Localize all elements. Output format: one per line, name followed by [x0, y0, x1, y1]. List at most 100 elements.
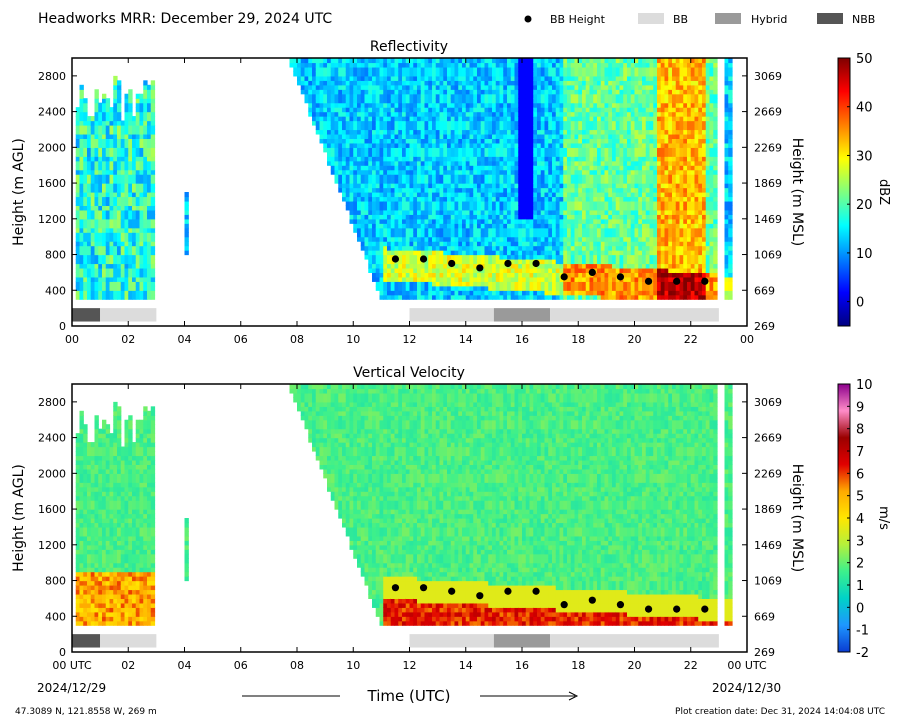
field-cell: [420, 58, 426, 64]
field-cell: [458, 250, 463, 256]
field-cell: [124, 111, 129, 117]
field-cell: [582, 294, 587, 300]
field-cell: [608, 227, 613, 233]
field-cell: [533, 241, 538, 247]
field-cell: [113, 272, 118, 278]
field-cell: [544, 205, 549, 211]
field-cell: [87, 276, 92, 282]
field-cell: [150, 111, 156, 117]
field-cell: [128, 151, 133, 157]
field-cell: [563, 116, 568, 122]
field-cell: [462, 214, 467, 220]
field-cell: [435, 196, 441, 202]
field-cell: [540, 102, 546, 108]
field-cell: [128, 129, 133, 135]
field-cell: [90, 200, 96, 206]
field-cell: [428, 66, 433, 72]
field-cell: [488, 169, 493, 175]
field-cell: [383, 133, 388, 139]
field-cell: [368, 183, 373, 189]
field-cell: [432, 138, 437, 144]
field-cell: [409, 196, 414, 202]
field-cell: [537, 151, 542, 157]
field-cell: [334, 89, 339, 95]
field-cell: [503, 169, 508, 175]
field-cell: [522, 58, 527, 64]
field-cell: [405, 254, 411, 260]
field-cell: [128, 227, 133, 233]
field-cell: [439, 223, 444, 229]
field-cell: [413, 102, 418, 108]
field-cell: [525, 183, 531, 189]
field-cell: [113, 192, 118, 198]
field-cell: [529, 250, 534, 256]
field-cell: [75, 107, 81, 113]
field-cell: [304, 98, 309, 104]
field-cell: [113, 125, 118, 131]
field-cell: [574, 147, 579, 153]
field-cell: [465, 156, 471, 162]
field-cell: [120, 151, 126, 157]
field-cell: [480, 290, 486, 296]
field-cell: [383, 267, 388, 273]
field-cell: [477, 151, 482, 157]
field-cell: [574, 209, 579, 215]
field-cell: [132, 267, 137, 273]
field-cell: [147, 281, 152, 287]
field-cell: [454, 259, 459, 265]
field-cell: [375, 151, 381, 157]
field-cell: [469, 156, 474, 162]
field-cell: [128, 116, 133, 122]
field-cell: [582, 84, 587, 90]
field-cell: [533, 254, 538, 260]
field-cell: [368, 200, 373, 206]
field-cell: [87, 196, 92, 202]
field-cell: [128, 138, 133, 144]
field-cell: [488, 214, 493, 220]
field-cell: [379, 285, 384, 291]
field-cell: [394, 192, 399, 198]
field-cell: [75, 129, 81, 135]
field-cell: [447, 125, 452, 131]
field-cell: [372, 151, 377, 157]
field-cell: [499, 245, 504, 251]
field-cell: [330, 151, 336, 157]
field-cell: [574, 165, 579, 171]
field-cell: [488, 259, 493, 265]
field-cell: [334, 111, 339, 117]
field-cell: [604, 58, 609, 64]
field-cell: [424, 62, 429, 68]
field-cell: [518, 254, 523, 260]
field-cell: [552, 290, 557, 296]
field-cell: [555, 196, 561, 202]
field-cell: [345, 165, 351, 171]
field-cell: [424, 169, 429, 175]
field-cell: [465, 80, 471, 86]
field-cell: [390, 263, 396, 269]
field-cell: [447, 290, 452, 296]
field-cell: [499, 174, 504, 180]
field-cell: [413, 281, 418, 287]
field-cell: [574, 125, 579, 131]
field-cell: [533, 174, 538, 180]
field-cell: [503, 98, 508, 104]
field-cell: [117, 169, 122, 175]
field-cell: [612, 267, 617, 273]
field-cell: [585, 236, 591, 242]
field-cell: [334, 120, 339, 126]
field-cell: [540, 169, 546, 175]
field-cell: [450, 84, 456, 90]
field-cell: [559, 80, 564, 86]
field-cell: [147, 84, 152, 90]
field-cell: [439, 236, 444, 242]
field-cell: [409, 133, 414, 139]
field-cell: [75, 259, 81, 265]
field-cell: [585, 147, 591, 153]
field-cell: [353, 192, 358, 198]
field-cell: [368, 236, 373, 242]
field-cell: [315, 66, 321, 72]
field-cell: [98, 125, 103, 131]
field-cell: [439, 102, 444, 108]
field-cell: [552, 147, 557, 153]
field-cell: [608, 250, 613, 256]
